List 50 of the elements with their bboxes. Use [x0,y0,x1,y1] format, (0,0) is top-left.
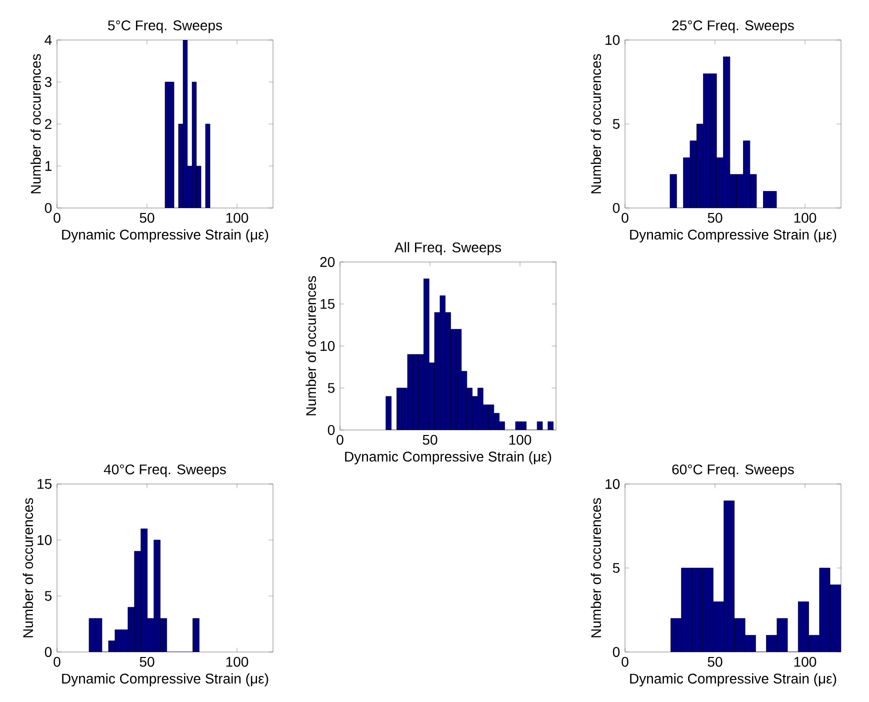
x-tick-label: 50 [708,656,722,667]
x-tick-label: 50 [140,212,154,223]
x-tick-label: 50 [140,656,154,667]
y-tick-label: 2 [45,119,52,129]
x-tick-label: 100 [509,434,532,445]
y-axis-title: Number of occurences [306,276,316,416]
y-tick-label: 5 [328,383,335,393]
y-tick-label: 5 [612,119,620,129]
y-tick-label: 0 [328,425,335,435]
y-tick-label: 10 [320,341,335,351]
x-axis-title: Dynamic Compressive Strain (με) [62,673,268,686]
x-axis-title: Dynamic Compressive Strain (με) [62,229,268,242]
y-tick-label: 1 [45,161,52,171]
x-axis-title: Dynamic Compressive Strain (με) [630,229,836,242]
x-tick-label: 100 [794,212,816,223]
y-tick-label: 5 [44,591,52,601]
y-axis-title: Number of occurences [590,54,602,194]
y-tick-label: 10 [606,479,620,489]
x-tick-label: 100 [226,212,248,223]
y-tick-label: 0 [44,203,52,213]
x-tick-label: 50 [422,434,438,445]
y-axis-title: Number of occurences [22,498,34,638]
y-tick-label: 10 [606,35,620,45]
x-tick-label: 0 [54,212,60,223]
y-tick-label: 15 [320,299,335,309]
x-tick-label: 0 [336,434,344,445]
y-tick-label: 20 [320,257,335,267]
y-tick-label: 5 [612,563,620,573]
y-tick-label: 0 [44,647,52,657]
x-tick-label: 50 [708,212,722,223]
y-tick-label: 10 [38,535,52,545]
chart-title: All Freq. Sweeps [394,242,502,256]
y-axis-title: Number of occurences [590,498,602,638]
y-tick-label: 3 [44,77,52,87]
x-tick-label: 0 [622,212,628,223]
x-tick-label: 0 [54,656,60,667]
x-tick-label: 100 [226,656,248,667]
y-tick-label: 0 [612,203,620,213]
x-axis-title: Dynamic Compressive Strain (με) [345,451,552,464]
y-tick-label: 0 [612,647,620,657]
chart-title: 5°C Freq. Sweeps [108,20,222,34]
y-tick-label: 4 [44,35,52,45]
chart-title: 25°C Freq. Sweeps [672,20,794,34]
x-tick-label: 0 [622,656,628,667]
y-tick-label: 15 [38,479,52,489]
x-axis-title: Dynamic Compressive Strain (με) [630,673,836,686]
x-tick-label: 100 [794,656,816,667]
y-axis-title: Number of occurences [30,54,41,194]
chart-title: 60°C Freq. Sweeps [672,464,794,478]
chart-title: 40°C Freq. Sweeps [104,464,226,478]
